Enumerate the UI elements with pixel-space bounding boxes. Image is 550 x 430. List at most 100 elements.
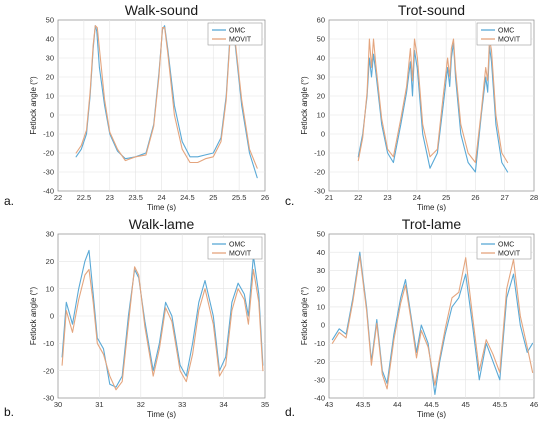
y-tick-label: 0 — [50, 312, 54, 321]
y-axis-label: Fetlock angle (°) — [29, 76, 38, 135]
y-axis-label: Fetlock angle (°) — [300, 76, 309, 135]
x-tick-label: 43 — [325, 400, 333, 409]
x-tick-label: 24.5 — [180, 193, 195, 202]
x-tick-label: 25 — [209, 193, 217, 202]
y-tick-label: -10 — [43, 339, 54, 348]
y-tick-label: 30 — [46, 230, 54, 239]
y-tick-label: -40 — [314, 394, 325, 403]
x-tick-label: 26 — [261, 193, 269, 202]
chart-panel: 30 31 32 33 34 35 -30 -20 -10 0 10 20 30 Walk-lame Tim… — [4, 216, 269, 419]
y-tick-label: -30 — [43, 168, 54, 177]
x-tick-label: 23 — [106, 193, 114, 202]
x-tick-label: 33 — [178, 400, 186, 409]
chart-title: Walk-lame — [129, 216, 195, 232]
chart-title: Trot-sound — [398, 2, 465, 18]
y-tick-label: 20 — [317, 92, 325, 101]
legend-entry: MOVIT — [498, 36, 521, 43]
x-tick-label: 44 — [393, 400, 401, 409]
y-tick-label: -20 — [314, 357, 325, 366]
y-tick-label: 40 — [317, 248, 325, 257]
x-tick-label: 45 — [461, 400, 469, 409]
y-tick-label: 50 — [317, 230, 325, 239]
x-tick-label: 23 — [383, 193, 391, 202]
legend-entry: OMC — [229, 27, 245, 34]
legend-entry: OMC — [498, 241, 514, 248]
y-tick-label: -20 — [43, 366, 54, 375]
x-tick-label: 24 — [413, 193, 421, 202]
x-tick-label: 46 — [530, 400, 538, 409]
x-tick-label: 22.5 — [77, 193, 92, 202]
y-tick-label: -40 — [43, 187, 54, 196]
y-tick-label: 20 — [317, 284, 325, 293]
y-tick-label: 10 — [46, 92, 54, 101]
legend-entry: OMC — [498, 27, 514, 34]
legend: OMC MOVIT — [476, 236, 532, 260]
y-tick-label: -30 — [43, 394, 54, 403]
x-tick-label: 43.5 — [356, 400, 371, 409]
x-tick-label: 25.5 — [232, 193, 247, 202]
chart-panel: 21 22 23 24 25 26 27 28 -30 -20 -10 0 10 20 30 40 50 60 Tr… — [285, 2, 538, 212]
y-tick-label: 40 — [46, 35, 54, 44]
panel-letter: d. — [285, 405, 295, 419]
x-tick-label: 24 — [157, 193, 165, 202]
series-line-omc — [357, 42, 509, 173]
y-tick-label: 0 — [321, 321, 325, 330]
y-tick-label: 30 — [317, 266, 325, 275]
series-line-movit — [331, 255, 534, 390]
x-tick-label: 23.5 — [128, 193, 143, 202]
x-tick-label: 22 — [354, 193, 362, 202]
series-line-movit — [61, 266, 264, 391]
y-tick-label: 40 — [317, 54, 325, 63]
panel-letter: a. — [4, 194, 14, 208]
legend: OMC MOVIT — [207, 22, 263, 46]
y-tick-label: -20 — [43, 149, 54, 158]
chart-panel: 22 22.5 23 23.5 24 24.5 25 25.5 26 -40 -30 -20 -10 0 1… — [4, 2, 269, 212]
chart-title: Trot-lame — [402, 216, 462, 232]
x-tick-label: 31 — [95, 400, 103, 409]
y-tick-label: 50 — [317, 35, 325, 44]
x-axis-label: Time (s) — [417, 410, 446, 419]
y-axis-label: Fetlock angle (°) — [29, 287, 38, 346]
y-tick-label: 10 — [317, 302, 325, 311]
series-line-movit — [75, 25, 258, 169]
x-tick-label: 35 — [261, 400, 269, 409]
y-tick-label: -20 — [314, 168, 325, 177]
legend-entry: MOVIT — [229, 250, 252, 257]
series-line-omc — [61, 249, 264, 388]
x-axis-label: Time (s) — [417, 203, 446, 212]
y-tick-label: 20 — [46, 257, 54, 266]
chart-title: Walk-sound — [125, 2, 198, 18]
y-tick-label: -10 — [43, 130, 54, 139]
x-tick-label: 28 — [530, 193, 538, 202]
y-axis-label: Fetlock angle (°) — [300, 287, 309, 346]
x-tick-label: 32 — [137, 400, 145, 409]
x-tick-label: 44.5 — [424, 400, 439, 409]
legend-entry: OMC — [229, 241, 245, 248]
plot-area — [328, 19, 535, 192]
y-tick-label: 10 — [46, 284, 54, 293]
y-tick-label: -30 — [314, 187, 325, 196]
x-tick-label: 26 — [471, 193, 479, 202]
chart-panel: 43 43.5 44 44.5 45 45.5 46 -40 -30 -20 -10 0 10 20 30 4… — [285, 216, 538, 419]
x-tick-label: 22 — [54, 193, 62, 202]
y-tick-label: 30 — [46, 54, 54, 63]
x-tick-label: 34 — [219, 400, 227, 409]
y-tick-label: 0 — [321, 130, 325, 139]
x-tick-label: 21 — [325, 193, 333, 202]
x-tick-label: 25 — [442, 193, 450, 202]
y-tick-label: 50 — [46, 16, 54, 25]
legend-entry: MOVIT — [498, 250, 521, 257]
legend-entry: MOVIT — [229, 36, 252, 43]
y-tick-label: 10 — [317, 111, 325, 120]
legend: OMC MOVIT — [207, 236, 263, 260]
y-tick-label: -10 — [314, 149, 325, 158]
y-tick-label: 0 — [50, 111, 54, 120]
x-axis-label: Time (s) — [147, 410, 176, 419]
y-tick-label: -30 — [314, 375, 325, 384]
panel-letter: b. — [4, 405, 14, 419]
panel-letter: c. — [285, 194, 294, 208]
x-tick-label: 30 — [54, 400, 62, 409]
y-tick-label: 20 — [46, 73, 54, 82]
x-tick-label: 45.5 — [493, 400, 508, 409]
